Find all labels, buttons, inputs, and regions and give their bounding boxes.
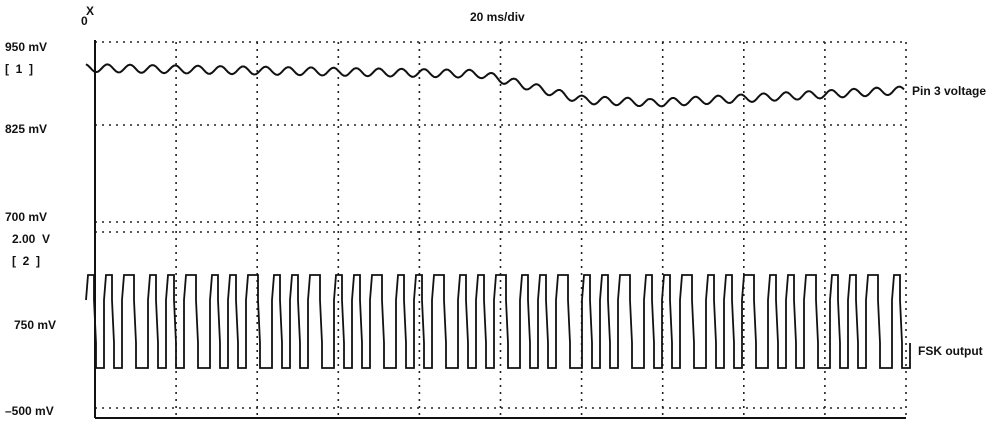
ch1-top-label: 950 mV [5,40,47,54]
ch2-id: [ 2 ] [12,254,40,268]
ch2-bottom-label: –500 mV [5,404,54,418]
marker-x: X [86,4,94,18]
fsk-trace [85,274,911,369]
pin3-trace [85,63,905,108]
ch1-mid-label: 825 mV [5,122,47,136]
marker-0: 0 [81,14,88,28]
grid [95,41,907,418]
ch2-offset-label: 750 mV [14,318,56,332]
ch1-trace-label: Pin 3 voltage [912,84,986,98]
ch2-scale: 2.00 V [12,232,50,246]
ch2-trace-label: FSK output [918,344,983,358]
timebase: 20 ms/div [470,10,525,24]
ch1-bottom-label: 700 mV [5,210,47,224]
ch1-id: [ 1 ] [5,62,33,76]
